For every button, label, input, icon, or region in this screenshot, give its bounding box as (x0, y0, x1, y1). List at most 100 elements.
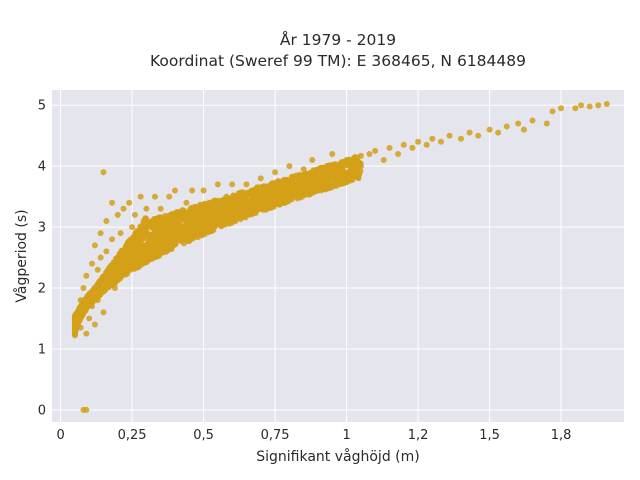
data-point (475, 132, 482, 139)
data-point (234, 199, 241, 206)
data-point (314, 172, 321, 179)
grid-lines (52, 90, 624, 422)
y-tick-label: 5 (38, 99, 46, 114)
data-point (229, 181, 236, 188)
data-point (77, 324, 84, 331)
data-point (423, 141, 430, 148)
data-point (409, 144, 416, 151)
y-tick-label: 2 (38, 281, 46, 296)
data-point-cloud (230, 216, 237, 223)
data-point (603, 101, 610, 108)
data-point-cloud (139, 259, 146, 266)
data-point (151, 193, 158, 200)
data-points (71, 101, 610, 413)
data-point (109, 236, 116, 243)
data-point-cloud (126, 246, 133, 253)
x-tick-label: 1,2 (408, 428, 429, 443)
data-point (520, 126, 527, 133)
data-point (437, 138, 444, 145)
data-point (109, 199, 116, 206)
data-point-cloud (243, 209, 250, 216)
data-point (200, 187, 207, 194)
data-point (91, 242, 98, 249)
data-point-cloud (253, 184, 260, 191)
data-point-cloud (160, 240, 167, 247)
data-point (578, 102, 585, 109)
data-point-cloud (301, 189, 308, 196)
data-point-cloud (301, 175, 308, 182)
data-point-cloud (313, 182, 320, 189)
data-point (503, 123, 510, 130)
data-point-cloud (260, 202, 267, 209)
y-tick-label: 3 (38, 221, 46, 236)
data-point-cloud (136, 227, 143, 234)
data-point (429, 135, 436, 142)
data-point-cloud (271, 189, 278, 196)
x-tick-label: 1,5 (479, 428, 500, 443)
data-point (177, 224, 184, 231)
data-point (80, 309, 87, 316)
data-point-cloud (115, 274, 122, 281)
data-point (117, 230, 124, 237)
data-point-cloud (322, 184, 329, 191)
data-point (214, 181, 221, 188)
data-point (515, 120, 522, 127)
data-point (83, 272, 90, 279)
data-point-cloud (140, 230, 147, 237)
data-point (80, 284, 87, 291)
data-point-cloud (147, 236, 154, 243)
data-point (294, 175, 301, 182)
data-point (329, 150, 336, 157)
data-point-cloud (82, 296, 89, 303)
data-point-cloud (290, 188, 297, 195)
data-point-cloud (269, 203, 276, 210)
x-tick-label: 0,75 (261, 428, 290, 443)
y-axis-label: Vågperiod (s) (13, 209, 30, 302)
data-point-cloud (218, 200, 225, 207)
data-point-cloud (225, 205, 232, 212)
data-point-cloud (237, 189, 244, 196)
data-point (157, 205, 164, 212)
data-point (83, 406, 90, 413)
data-point-cloud (146, 223, 153, 230)
data-point-cloud (111, 279, 118, 286)
data-point-cloud (157, 214, 164, 221)
data-point (111, 284, 118, 291)
data-point-cloud (258, 194, 265, 201)
data-point (89, 260, 96, 267)
data-point (77, 297, 84, 304)
data-point (123, 242, 130, 249)
data-point (143, 205, 150, 212)
data-point-cloud (233, 193, 240, 200)
x-tick-label: 1,8 (551, 428, 572, 443)
data-point (186, 230, 193, 237)
data-point-cloud (77, 303, 84, 310)
data-point-cloud (241, 193, 248, 200)
data-point-cloud (151, 254, 158, 261)
data-point (558, 105, 565, 112)
data-point-cloud (199, 207, 206, 214)
data-point-cloud (187, 212, 194, 219)
data-point-cloud (172, 240, 179, 247)
data-point (415, 138, 422, 145)
data-point-cloud (209, 227, 216, 234)
data-point-cloud (226, 199, 233, 206)
data-point-cloud (215, 217, 222, 224)
data-point (143, 242, 150, 249)
data-point-cloud (184, 224, 191, 231)
data-point (137, 248, 144, 255)
data-point (543, 120, 550, 127)
data-point-cloud (212, 204, 219, 211)
data-point (323, 163, 330, 170)
data-point-cloud (205, 214, 212, 221)
data-point (154, 236, 161, 243)
data-point (106, 272, 113, 279)
data-point-cloud (272, 180, 279, 187)
data-point-cloud (321, 172, 328, 179)
data-point (120, 266, 127, 273)
data-point-cloud (204, 210, 211, 217)
data-point-cloud (281, 199, 288, 206)
data-point-cloud (166, 236, 173, 243)
data-point (300, 166, 307, 173)
data-point (252, 193, 259, 200)
